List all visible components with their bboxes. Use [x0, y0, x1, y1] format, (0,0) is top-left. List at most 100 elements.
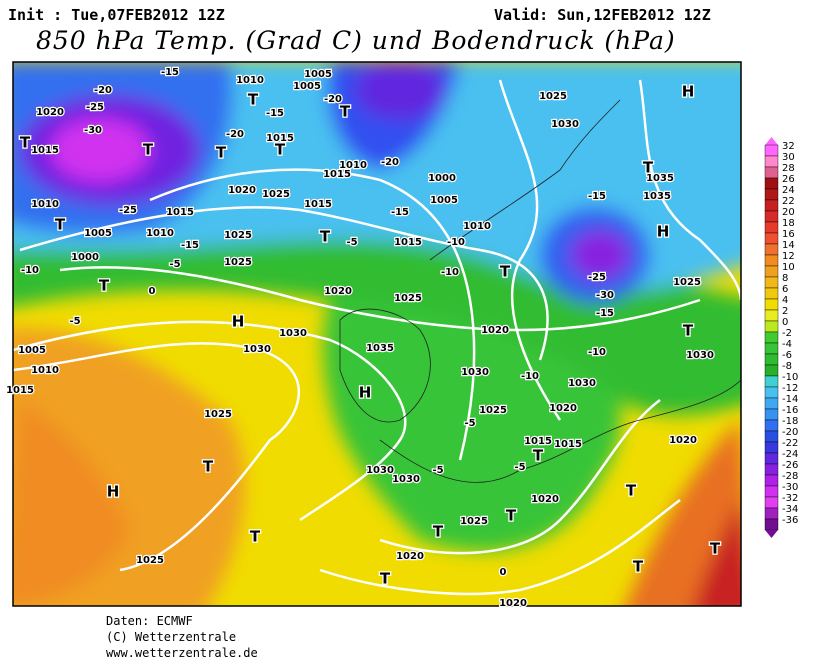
colorbar-tick-label: 14 — [782, 240, 795, 251]
pressure-center: T — [55, 216, 66, 234]
contour-label: -5 — [69, 316, 80, 327]
map-frame — [12, 61, 742, 607]
contour-label: -20 — [381, 157, 399, 168]
coastlines — [339, 99, 741, 483]
contour-label: 1020 — [669, 435, 697, 446]
colorbar-cell — [764, 232, 779, 245]
contour-label: 1035 — [646, 173, 674, 184]
footer-line: www.wetterzentrale.de — [106, 646, 258, 660]
contour-label: 1020 — [549, 403, 577, 414]
pressure-center: T — [203, 458, 214, 476]
pressure-center: T — [633, 558, 644, 576]
pressure-center: T — [500, 263, 511, 281]
pressure-center: T — [683, 322, 694, 340]
contour-label: 1030 — [568, 378, 596, 389]
colorbar-cell — [764, 221, 779, 234]
contour-label: 1015 — [304, 199, 332, 210]
pressure-center: H — [359, 384, 372, 402]
colorbar-cap — [765, 530, 778, 538]
temperature-field — [13, 62, 741, 606]
colorbar-tick-label: -16 — [782, 405, 798, 416]
colorbar-tick-label: -20 — [782, 427, 798, 438]
contour-label: 1015 — [31, 145, 59, 156]
colorbar-tick-label: -30 — [782, 482, 798, 493]
colorbar-cell — [764, 419, 779, 432]
colorbar-tick-label: -26 — [782, 460, 798, 471]
pressure-center: T — [533, 447, 544, 465]
map-title: 850 hPa Temp. (Grad C) und Bodendruck (h… — [36, 26, 676, 55]
colorbar-cell — [764, 408, 779, 421]
pressure-center: T — [643, 159, 654, 177]
colorbar-tick-label: 26 — [782, 174, 795, 185]
colorbar-tick-label: -22 — [782, 438, 798, 449]
contour-label: 1025 — [224, 230, 252, 241]
contour-label: 1025 — [136, 555, 164, 566]
colorbar-tick-label: -18 — [782, 416, 798, 427]
colorbar-cell — [764, 496, 779, 509]
colorbar-tick-label: -8 — [782, 361, 792, 372]
contour-label: 1015 — [166, 207, 194, 218]
colorbar-tick-label: 20 — [782, 207, 795, 218]
colorbar-cell — [764, 287, 779, 300]
contour-label: 1025 — [204, 409, 232, 420]
colorbar-cell — [764, 441, 779, 454]
colorbar-tick-label: 2 — [782, 306, 788, 317]
contour-label: -20 — [324, 94, 342, 105]
contour-label: -10 — [447, 237, 465, 248]
contour-label: 1005 — [430, 195, 458, 206]
colorbar-cell — [764, 309, 779, 322]
colorbar-tick-label: 0 — [782, 317, 788, 328]
contour-label: 1000 — [71, 252, 99, 263]
pressure-center: T — [248, 91, 259, 109]
colorbar-cell — [764, 331, 779, 344]
pressure-center: T — [626, 482, 637, 500]
colorbar-cell — [764, 430, 779, 443]
contour-label: 1010 — [463, 221, 491, 232]
contour-label: 1015 — [266, 133, 294, 144]
pressure-center: H — [657, 223, 670, 241]
contour-label: 1025 — [262, 189, 290, 200]
pressure-center: T — [250, 528, 261, 546]
contour-label: -15 — [588, 191, 606, 202]
colorbar-cell — [764, 485, 779, 498]
contour-label: 1020 — [481, 325, 509, 336]
contour-label: 1030 — [243, 344, 271, 355]
pressure-center: T — [216, 144, 227, 162]
contour-label: 1005 — [293, 81, 321, 92]
contour-label: 1035 — [643, 191, 671, 202]
colorbar-cell — [764, 298, 779, 311]
contour-label: 1015 — [323, 169, 351, 180]
colorbar-tick-label: -32 — [782, 493, 798, 504]
contour-label: 1010 — [146, 228, 174, 239]
colorbar-cell — [764, 166, 779, 179]
contour-label: -5 — [432, 465, 443, 476]
colorbar-cell — [764, 177, 779, 190]
colorbar-cell — [764, 507, 779, 520]
colorbar-cell — [764, 144, 779, 157]
colorbar-cell — [764, 276, 779, 289]
colorbar: 32302826242220181614121086420-2-4-6-8-10… — [764, 137, 798, 538]
colorbar-cell — [764, 199, 779, 212]
contour-label: 1010 — [339, 160, 367, 171]
contour-label: -15 — [596, 308, 614, 319]
contour-label: -20 — [226, 129, 244, 140]
pressure-center: H — [107, 483, 120, 501]
contour-label: -5 — [464, 418, 475, 429]
contour-label: 1005 — [18, 345, 46, 356]
footer-line: Daten: ECMWF — [106, 614, 193, 628]
colorbar-tick-label: 28 — [782, 163, 795, 174]
colorbar-cell — [764, 474, 779, 487]
pressure-center: T — [340, 103, 351, 121]
contour-label: -10 — [21, 265, 39, 276]
contour-label: -20 — [94, 85, 112, 96]
contour-label: -15 — [181, 240, 199, 251]
contour-label: 1000 — [428, 173, 456, 184]
colorbar-tick-label: -12 — [782, 383, 798, 394]
colorbar-tick-label: 16 — [782, 229, 795, 240]
contour-label: 1005 — [84, 228, 112, 239]
contour-label: 1030 — [392, 474, 420, 485]
contour-label: -30 — [596, 290, 614, 301]
